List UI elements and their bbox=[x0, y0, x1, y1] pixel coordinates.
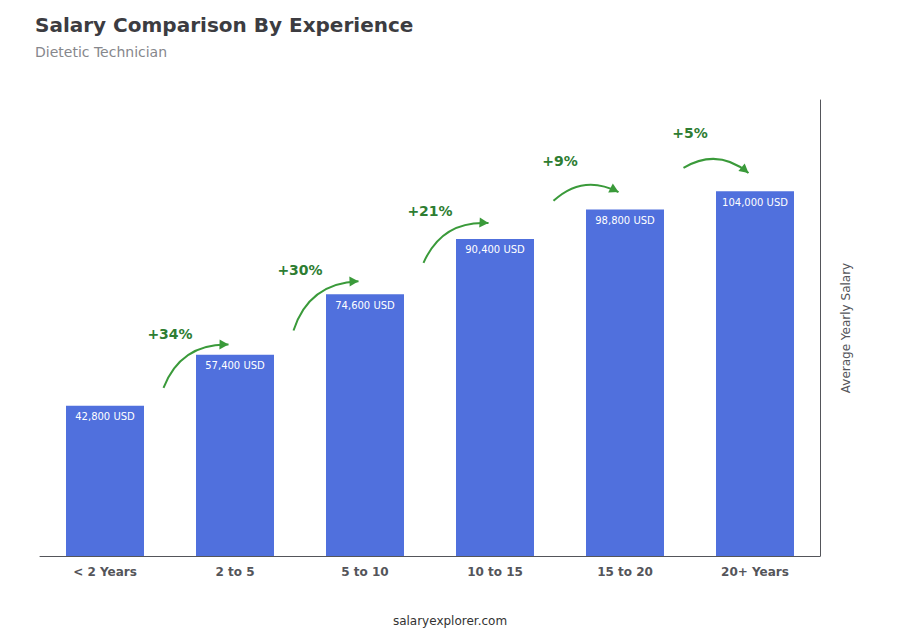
svg-text:104,000 USD: 104,000 USD bbox=[722, 197, 788, 208]
svg-text:salaryexplorer.com: salaryexplorer.com bbox=[393, 614, 507, 628]
svg-text:15 to 20: 15 to 20 bbox=[597, 565, 653, 579]
svg-text:74,600 USD: 74,600 USD bbox=[335, 300, 395, 311]
svg-text:98,800 USD: 98,800 USD bbox=[595, 215, 655, 226]
svg-text:+9%: +9% bbox=[542, 153, 578, 169]
svg-text:< 2 Years: < 2 Years bbox=[73, 565, 137, 579]
svg-text:2 to 5: 2 to 5 bbox=[215, 565, 254, 579]
svg-text:+30%: +30% bbox=[277, 262, 322, 278]
svg-text:Salary Comparison By Experienc: Salary Comparison By Experience bbox=[35, 13, 413, 37]
svg-text:20+ Years: 20+ Years bbox=[721, 565, 789, 579]
svg-text:57,400 USD: 57,400 USD bbox=[205, 360, 265, 371]
svg-text:+21%: +21% bbox=[407, 203, 452, 219]
svg-text:Average Yearly Salary: Average Yearly Salary bbox=[839, 263, 853, 393]
svg-text:Dietetic Technician: Dietetic Technician bbox=[35, 44, 167, 60]
svg-text:90,400 USD: 90,400 USD bbox=[465, 244, 525, 255]
svg-text:5 to 10: 5 to 10 bbox=[341, 565, 388, 579]
svg-text:+5%: +5% bbox=[672, 125, 708, 141]
svg-text:10 to 15: 10 to 15 bbox=[467, 565, 523, 579]
svg-text:+34%: +34% bbox=[147, 326, 192, 342]
svg-text:42,800 USD: 42,800 USD bbox=[75, 411, 135, 422]
